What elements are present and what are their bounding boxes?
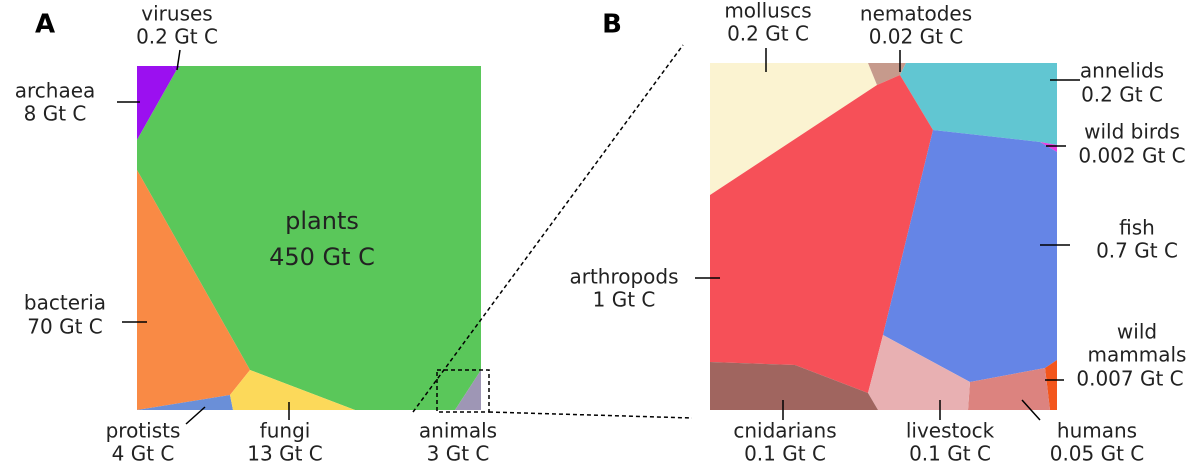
- cell-name: livestock: [906, 419, 995, 443]
- cell-amount: 0.7 Gt C: [1096, 239, 1178, 263]
- cell: [137, 395, 233, 410]
- panel-label: A: [35, 10, 55, 40]
- cell-name: mammals: [1088, 343, 1187, 367]
- cell: [710, 63, 877, 195]
- leader: [185, 406, 206, 425]
- cell-name: cnidarians: [733, 419, 836, 443]
- cell: [900, 63, 1057, 145]
- cell: [455, 370, 481, 410]
- cell-name: bacteria: [24, 291, 106, 315]
- cell-amount: 0.2 Gt C: [1081, 83, 1163, 107]
- zoom-line: [488, 411, 693, 419]
- cell: [137, 66, 481, 410]
- cell-name: plants: [285, 207, 359, 235]
- leader: [176, 49, 181, 71]
- cell: [710, 362, 878, 410]
- cell-name: fungi: [260, 419, 311, 443]
- cell-name: molluscs: [724, 0, 811, 23]
- cell-name: archaea: [15, 79, 96, 103]
- cell-name: wild: [1117, 320, 1157, 344]
- cell: [868, 63, 906, 85]
- cell-amount: 13 Gt C: [247, 442, 322, 464]
- cell-amount: 0.05 Gt C: [1050, 442, 1145, 464]
- cell-amount: 1 Gt C: [593, 288, 656, 312]
- cell: [883, 130, 1057, 382]
- cell-amount: 4 Gt C: [112, 442, 175, 464]
- cell-amount: 70 Gt C: [27, 315, 102, 339]
- zoom-box: [436, 369, 490, 413]
- leader: [1021, 399, 1041, 421]
- cell: [1045, 360, 1057, 410]
- cell-amount: 0.1 Gt C: [909, 442, 991, 464]
- cell-amount: 3 Gt C: [427, 442, 490, 464]
- cell: [137, 170, 250, 410]
- cell-amount: 8 Gt C: [24, 102, 87, 126]
- cell-name: animals: [419, 419, 497, 443]
- cell-name: annelids: [1080, 59, 1164, 83]
- cell-name: arthropods: [569, 265, 678, 289]
- cell: [968, 368, 1050, 410]
- cell: [710, 75, 933, 393]
- cell-amount: 0.2 Gt C: [136, 25, 218, 49]
- cell: [868, 335, 970, 410]
- cell-amount: 0.1 Gt C: [744, 442, 826, 464]
- cell-amount: 0.2 Gt C: [727, 22, 809, 46]
- cell-amount: 0.002 Gt C: [1078, 144, 1185, 168]
- zoom-line: [412, 44, 684, 413]
- panel-b: B molluscs 0.2 Gt C nematodes 0.02 Gt C …: [569, 0, 1186, 464]
- cell-name: nematodes: [860, 2, 972, 26]
- cell-name: viruses: [141, 2, 212, 26]
- cell-name: fish: [1119, 216, 1155, 240]
- cell-name: wild birds: [1084, 120, 1180, 144]
- cell-amount: 0.007 Gt C: [1076, 367, 1183, 391]
- panel-label: B: [602, 10, 622, 40]
- cell: [137, 66, 176, 140]
- cell: [230, 370, 355, 410]
- cell-amount: 450 Gt C: [269, 243, 375, 271]
- cell-amount: 0.02 Gt C: [869, 25, 964, 49]
- cell-name: protists: [106, 419, 181, 443]
- panel-a: A viruses 0.2 Gt C archaea 8 Gt C plants…: [15, 2, 693, 464]
- cell-name: humans: [1057, 419, 1137, 443]
